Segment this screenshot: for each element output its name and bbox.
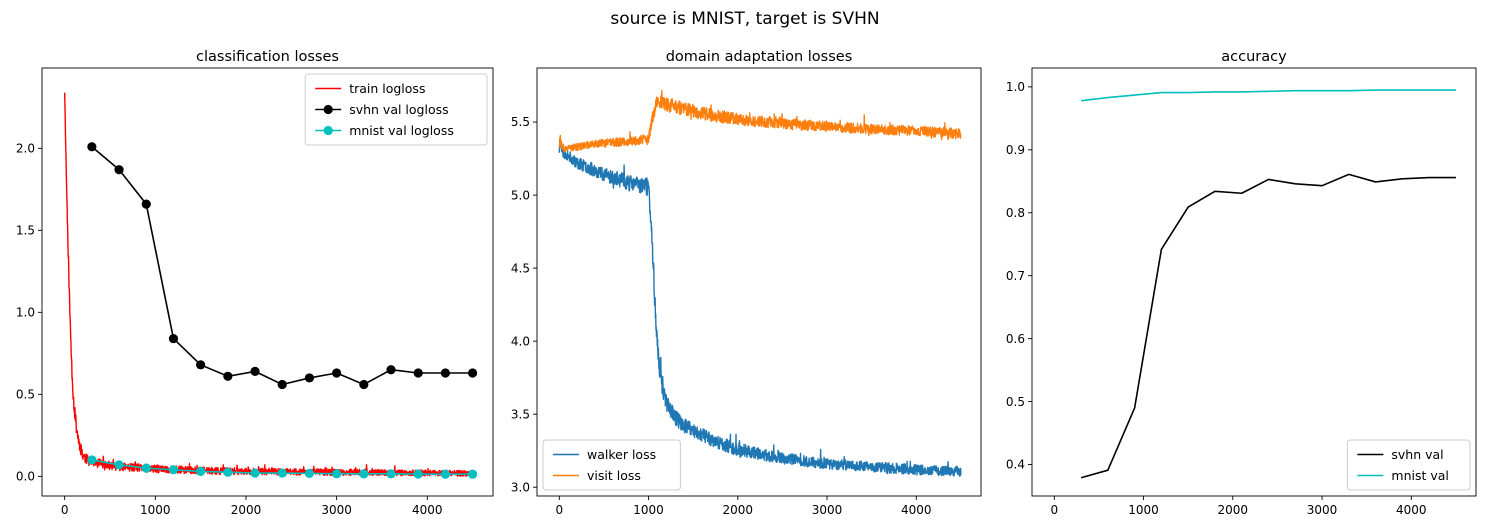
data-point	[168, 333, 179, 344]
x-tick-label: 0	[555, 503, 563, 517]
y-tick-label: 4.0	[511, 334, 530, 348]
y-tick-label: 5.0	[511, 188, 530, 202]
data-point	[332, 469, 342, 479]
x-tick-label: 3000	[1307, 503, 1338, 517]
axes-frame	[536, 67, 982, 497]
subplot-title: domain adaptation losses	[666, 49, 853, 65]
x-tick-label: 2000	[231, 503, 262, 517]
y-tick-label: 0.5	[16, 388, 35, 402]
data-point	[250, 366, 260, 376]
y-tick-label: 0.0	[16, 470, 35, 484]
y-tick-label: 0.6	[1006, 332, 1025, 346]
x-tick-label: 1000	[140, 503, 171, 517]
data-point	[440, 469, 451, 479]
legend-marker	[323, 104, 333, 115]
legend-box	[1346, 439, 1471, 491]
y-tick-label: 2.0	[16, 142, 35, 156]
data-point	[168, 465, 179, 475]
x-tick-label: 3000	[321, 503, 352, 517]
subplot-3: accuracy 0 1000 2000 3000 4000 0.4 0.5 0.6 0.7 0.8…	[1006, 49, 1477, 517]
data-point	[304, 373, 315, 383]
legend-label: svhn val logloss	[349, 102, 448, 117]
x-tick-label: 0	[61, 503, 69, 517]
legend-label: mnist val logloss	[349, 123, 454, 138]
x-tick-label: 3000	[812, 503, 843, 517]
subplot-2: domain adaptation losses 0 1000 2000 3000 400…	[511, 49, 982, 517]
legend: svhn val mnist val	[1346, 439, 1471, 491]
y-tick-label: 1.5	[16, 224, 35, 238]
y-tick-label: 0.5	[1006, 395, 1025, 409]
y-tick-label: 1.0	[1006, 80, 1025, 94]
data-point	[277, 468, 287, 478]
legend-label: visit loss	[587, 468, 641, 483]
subplot-title: accuracy	[1221, 49, 1287, 65]
data-point	[413, 469, 423, 479]
subplot-1: classification losses 0 1000 2000 3000 4000 0.…	[16, 49, 494, 517]
x-tick-label: 2000	[1218, 503, 1249, 517]
data-point	[141, 199, 151, 209]
x-tick-label: 4000	[1396, 503, 1427, 517]
x-tick-label: 0	[1050, 503, 1058, 517]
data-point	[386, 365, 396, 375]
data-point	[413, 368, 423, 378]
y-tick-label: 5.5	[511, 115, 530, 129]
data-point	[114, 165, 124, 175]
series-line-2	[91, 146, 473, 386]
x-tick-label: 4000	[901, 503, 932, 517]
series-line-1	[558, 137, 962, 477]
legend-label: svhn val	[1391, 447, 1443, 462]
data-point	[87, 142, 97, 152]
figure-title: source is MNIST, target is SVHN	[610, 9, 879, 29]
legend: train logloss svhn val logloss mnist val l…	[304, 73, 488, 146]
legend-marker	[323, 125, 333, 136]
y-tick-label: 0.7	[1006, 269, 1025, 283]
y-tick-label: 1.0	[16, 306, 35, 320]
data-point	[304, 468, 315, 478]
legend-box	[542, 439, 681, 491]
data-point	[386, 469, 396, 479]
data-point	[277, 379, 287, 390]
data-point	[196, 466, 206, 477]
series-line-1	[63, 92, 474, 477]
data-point	[87, 455, 97, 465]
axes-frame	[1031, 67, 1477, 497]
subplot-title: classification losses	[196, 49, 339, 65]
data-point	[223, 371, 233, 381]
x-tick-label: 1000	[633, 503, 664, 517]
legend: walker loss visit loss	[542, 439, 681, 491]
legend-label: mnist val	[1391, 468, 1449, 483]
y-tick-label: 3.0	[511, 480, 530, 494]
data-point	[468, 368, 478, 378]
series-line-2	[1080, 89, 1456, 102]
axes-frame	[41, 67, 494, 497]
data-point	[359, 469, 369, 479]
legend-label: walker loss	[587, 447, 656, 462]
y-tick-label: 3.5	[511, 407, 530, 421]
y-tick-label: 4.5	[511, 261, 530, 275]
data-point	[468, 469, 478, 479]
x-tick-label: 1000	[1128, 503, 1159, 517]
data-point	[196, 360, 206, 370]
data-point	[332, 368, 342, 378]
data-point	[114, 460, 124, 470]
y-tick-label: 0.4	[1006, 458, 1025, 472]
legend-box	[304, 73, 488, 146]
y-tick-label: 0.9	[1006, 143, 1025, 157]
data-point	[250, 468, 260, 478]
legend-label: train logloss	[349, 81, 425, 96]
data-point	[440, 368, 451, 378]
data-point	[141, 463, 151, 473]
series-line-1	[1080, 173, 1456, 479]
x-tick-label: 2000	[723, 503, 754, 517]
data-point	[223, 467, 233, 477]
y-tick-label: 0.8	[1006, 206, 1025, 220]
x-tick-label: 4000	[412, 503, 443, 517]
series-line-2	[558, 90, 962, 153]
data-point	[359, 379, 369, 390]
